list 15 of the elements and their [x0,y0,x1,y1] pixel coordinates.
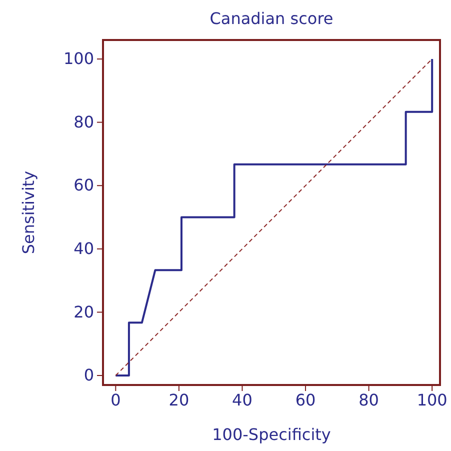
x-tick-label: 20 [168,390,190,410]
y-tick-label: 20 [74,302,94,322]
y-tick-label: 40 [74,239,94,258]
y-axis-title: Sensitivity [19,170,38,254]
y-tick-label: 0 [84,366,94,385]
x-tick-label: 40 [232,390,252,410]
chart-title: Canadian score [210,9,334,28]
x-tick-label: 100 [416,390,448,410]
y-tick-label: 60 [74,176,94,195]
y-tick-label: 100 [63,49,94,68]
y-tick-label: 80 [74,112,94,132]
x-tick-label: 0 [110,390,121,410]
x-tick-label: 60 [295,390,316,410]
x-axis-title: 100-Specificity [212,425,331,444]
x-tick-label: 80 [358,390,379,410]
